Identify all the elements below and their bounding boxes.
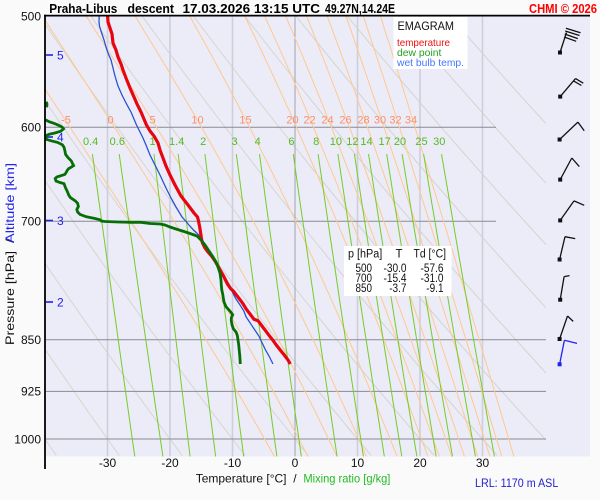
svg-text:22: 22 — [303, 115, 315, 127]
svg-text:850: 850 — [21, 333, 41, 347]
svg-text:Altitude [km]: Altitude [km] — [3, 163, 17, 243]
svg-text:25: 25 — [415, 136, 427, 148]
svg-text:Td [°C]: Td [°C] — [414, 249, 447, 261]
svg-text:4: 4 — [255, 136, 261, 148]
svg-text:1000: 1000 — [14, 432, 41, 446]
svg-text:10: 10 — [191, 115, 203, 127]
svg-text:30: 30 — [433, 136, 445, 148]
svg-text:17: 17 — [378, 136, 390, 148]
svg-text:3: 3 — [57, 214, 64, 228]
svg-text:-5: -5 — [61, 115, 71, 127]
svg-text:-30.0: -30.0 — [384, 263, 407, 275]
svg-text:850: 850 — [356, 283, 373, 295]
svg-text:20: 20 — [286, 115, 298, 127]
svg-text:12: 12 — [346, 136, 358, 148]
svg-text:0.4: 0.4 — [83, 136, 98, 148]
svg-text:32: 32 — [389, 115, 401, 127]
svg-text:0.6: 0.6 — [110, 136, 125, 148]
svg-text:700: 700 — [21, 215, 41, 229]
svg-text:-15.4: -15.4 — [384, 273, 408, 285]
svg-text:8: 8 — [313, 136, 319, 148]
svg-text:6: 6 — [288, 136, 294, 148]
svg-text:14: 14 — [360, 136, 372, 148]
svg-text:LRL: 1170 m ASL: LRL: 1170 m ASL — [475, 476, 559, 490]
svg-text:temperature: temperature — [397, 37, 450, 49]
svg-text:10: 10 — [330, 136, 342, 148]
svg-text:-9.1: -9.1 — [426, 283, 443, 295]
svg-text:-30: -30 — [99, 456, 117, 470]
svg-text:Mixing ratio [g/kg]: Mixing ratio [g/kg] — [303, 472, 390, 486]
svg-text:700: 700 — [356, 273, 373, 285]
svg-text:2: 2 — [200, 136, 206, 148]
svg-text:-57.6: -57.6 — [421, 263, 444, 275]
svg-text:-10: -10 — [224, 456, 242, 470]
svg-text:-20: -20 — [161, 456, 179, 470]
svg-text:24: 24 — [321, 115, 333, 127]
svg-text:Temperature [°C] /: Temperature [°C] / — [196, 472, 298, 486]
svg-text:30: 30 — [476, 456, 490, 470]
svg-text:10: 10 — [351, 456, 365, 470]
svg-text:500: 500 — [356, 263, 373, 275]
svg-text:17.03.2026 13:15 UTC: 17.03.2026 13:15 UTC — [183, 1, 321, 16]
svg-text:EMAGRAM: EMAGRAM — [398, 19, 455, 33]
svg-text:p [hPa]: p [hPa] — [348, 249, 382, 261]
svg-text:30: 30 — [374, 115, 386, 127]
svg-text:15: 15 — [239, 115, 251, 127]
svg-text:CHMI © 2026: CHMI © 2026 — [529, 2, 597, 16]
svg-text:3: 3 — [232, 136, 238, 148]
svg-text:1.4: 1.4 — [169, 136, 184, 148]
svg-text:500: 500 — [21, 9, 41, 23]
svg-text:34: 34 — [405, 115, 417, 127]
svg-text:26: 26 — [339, 115, 351, 127]
svg-text:600: 600 — [21, 121, 41, 135]
svg-text:Praha-Libus: Praha-Libus — [49, 1, 117, 16]
svg-text:T: T — [396, 249, 403, 261]
svg-text:-31.0: -31.0 — [421, 273, 444, 285]
svg-text:20: 20 — [394, 136, 406, 148]
svg-text:0: 0 — [107, 115, 113, 127]
svg-text:4: 4 — [57, 131, 64, 145]
svg-text:dew point: dew point — [397, 47, 441, 59]
svg-text:5: 5 — [57, 49, 64, 63]
svg-text:0: 0 — [292, 456, 299, 470]
svg-text:Pressure [hPa] /: Pressure [hPa] / — [3, 238, 17, 345]
svg-text:1: 1 — [149, 136, 155, 148]
svg-text:925: 925 — [21, 385, 41, 399]
svg-text:wet bulb temp.: wet bulb temp. — [396, 57, 464, 69]
svg-text:descent: descent — [128, 1, 175, 16]
svg-text:49.27N,14.24E: 49.27N,14.24E — [325, 1, 395, 16]
svg-text:-3.7: -3.7 — [389, 283, 406, 295]
svg-text:20: 20 — [413, 456, 427, 470]
svg-text:2: 2 — [57, 296, 64, 310]
svg-text:5: 5 — [149, 115, 155, 127]
svg-text:28: 28 — [357, 115, 369, 127]
